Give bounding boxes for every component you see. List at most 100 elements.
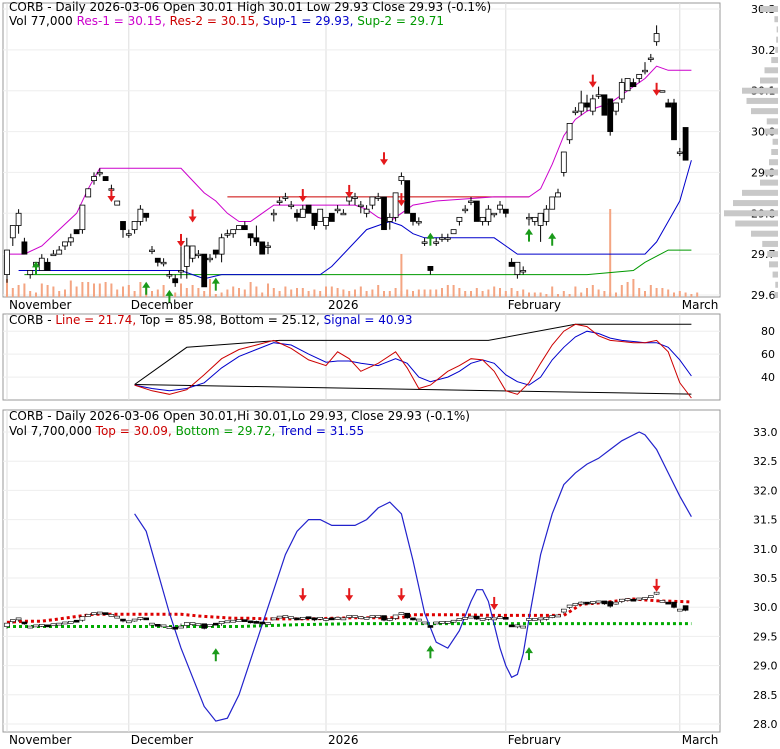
candle-body xyxy=(589,98,596,112)
candle-body xyxy=(154,257,161,263)
candle-body xyxy=(607,98,614,132)
sup-1-line xyxy=(18,160,692,280)
trend-candle-body xyxy=(665,601,672,605)
candle-body xyxy=(543,208,550,222)
candle-body xyxy=(584,102,590,108)
trend-x-axis-label: February xyxy=(508,733,561,745)
trend-candle-body xyxy=(21,621,28,625)
trend-buy-arrow xyxy=(525,647,533,654)
trend-candle-body xyxy=(189,622,196,625)
volume-profile-bar xyxy=(771,149,778,155)
candle-body xyxy=(305,204,312,214)
volume-bar xyxy=(504,291,507,297)
sell-arrow xyxy=(652,89,661,96)
candle-body xyxy=(427,265,434,271)
trend-sell-arrow xyxy=(298,595,307,602)
trend-candle-body xyxy=(647,595,654,598)
volume-bar xyxy=(284,286,287,297)
price-header-line-1: CORB - Daily 2026-03-06 Open 30.01 High … xyxy=(9,0,491,14)
volume-bar xyxy=(238,288,240,297)
trend-sell-arrow xyxy=(490,603,499,610)
volume-bar xyxy=(678,291,681,297)
candle-body xyxy=(491,212,498,216)
volume-bar xyxy=(249,282,252,297)
candle-body xyxy=(497,204,503,210)
volume-bar xyxy=(6,279,8,297)
header-segment: CORB - xyxy=(9,313,55,327)
candle-body xyxy=(131,221,138,231)
trend-candle-body xyxy=(305,616,312,620)
buy-arrow xyxy=(211,277,220,284)
background-layer xyxy=(2,2,721,733)
volume-bar xyxy=(69,280,72,297)
volume-bar xyxy=(545,294,548,297)
candle-body xyxy=(241,225,248,231)
volume-bar xyxy=(330,286,333,297)
volume-bar xyxy=(220,292,223,297)
trend-candle-body xyxy=(38,624,45,627)
candle-body xyxy=(444,237,451,240)
candle-body xyxy=(236,225,242,231)
candle-body xyxy=(526,216,532,220)
volume-profile-bar xyxy=(764,67,778,74)
trend-candle-body xyxy=(682,605,689,611)
trend-candle-body xyxy=(439,621,445,624)
header-segment: Res-2 = 30.15, xyxy=(170,14,263,28)
trend-candle-body xyxy=(386,618,393,621)
x-axis-label: March xyxy=(682,298,719,312)
trend-candle-body xyxy=(230,619,236,623)
trend-candle-body xyxy=(276,615,283,619)
volume-bar xyxy=(371,289,374,297)
volume-bar xyxy=(562,291,565,297)
volume-bar xyxy=(603,291,606,297)
candle-body xyxy=(369,196,376,206)
candle-body xyxy=(38,257,45,271)
trend-y-tick-label: 31.0 xyxy=(753,543,778,556)
volume-bar xyxy=(342,289,345,297)
candle-body xyxy=(473,200,480,222)
stochastic-panel: 80 60 40 xyxy=(3,323,775,399)
trend-x-axis-label: March xyxy=(682,733,719,745)
trend-candle-body xyxy=(270,617,277,621)
candle-body xyxy=(230,229,237,235)
candle-body xyxy=(676,151,683,154)
volume-bar xyxy=(673,292,675,297)
candle-body xyxy=(682,127,689,161)
trend-x-axis-label: November xyxy=(9,733,71,745)
trend-candle-body xyxy=(520,625,527,629)
candle-body xyxy=(456,216,463,222)
volume-profile-bar xyxy=(724,210,778,217)
volume-profile-bar xyxy=(742,189,778,196)
trend-candle-body xyxy=(311,617,318,621)
trend-y-tick-label: 28.5 xyxy=(753,689,778,702)
trend-candle-body xyxy=(404,612,411,619)
volume-bar xyxy=(470,291,472,297)
trend-y-tick-label: 32.5 xyxy=(753,455,778,468)
candle-body xyxy=(340,212,347,216)
sup-2-line xyxy=(24,249,692,276)
candle-body xyxy=(56,249,63,255)
candle-body xyxy=(520,270,527,273)
volume-bar xyxy=(127,285,130,297)
candle-body xyxy=(485,208,492,222)
volume-bar xyxy=(11,288,14,297)
price-y-tick-label: 30.2 xyxy=(751,44,776,57)
volume-bar xyxy=(185,288,188,297)
buy-arrow xyxy=(142,281,151,288)
volume-profile-bar xyxy=(772,138,778,145)
trend-candle-body xyxy=(450,619,457,623)
candle-body xyxy=(299,208,306,218)
sell-arrow xyxy=(188,216,197,223)
volume-bar xyxy=(267,283,269,297)
price-panel-frame xyxy=(2,2,721,298)
trend-candle-body xyxy=(578,601,585,605)
volume-bar xyxy=(568,294,571,297)
volume-bar xyxy=(197,288,200,297)
trend-candle-body xyxy=(346,615,353,618)
candle-body xyxy=(172,278,179,284)
trend-y-tick-label: 28.0 xyxy=(753,718,778,731)
trend-candle-body xyxy=(630,598,637,602)
volume-profile-bar xyxy=(746,97,778,104)
candle-body xyxy=(160,261,167,265)
